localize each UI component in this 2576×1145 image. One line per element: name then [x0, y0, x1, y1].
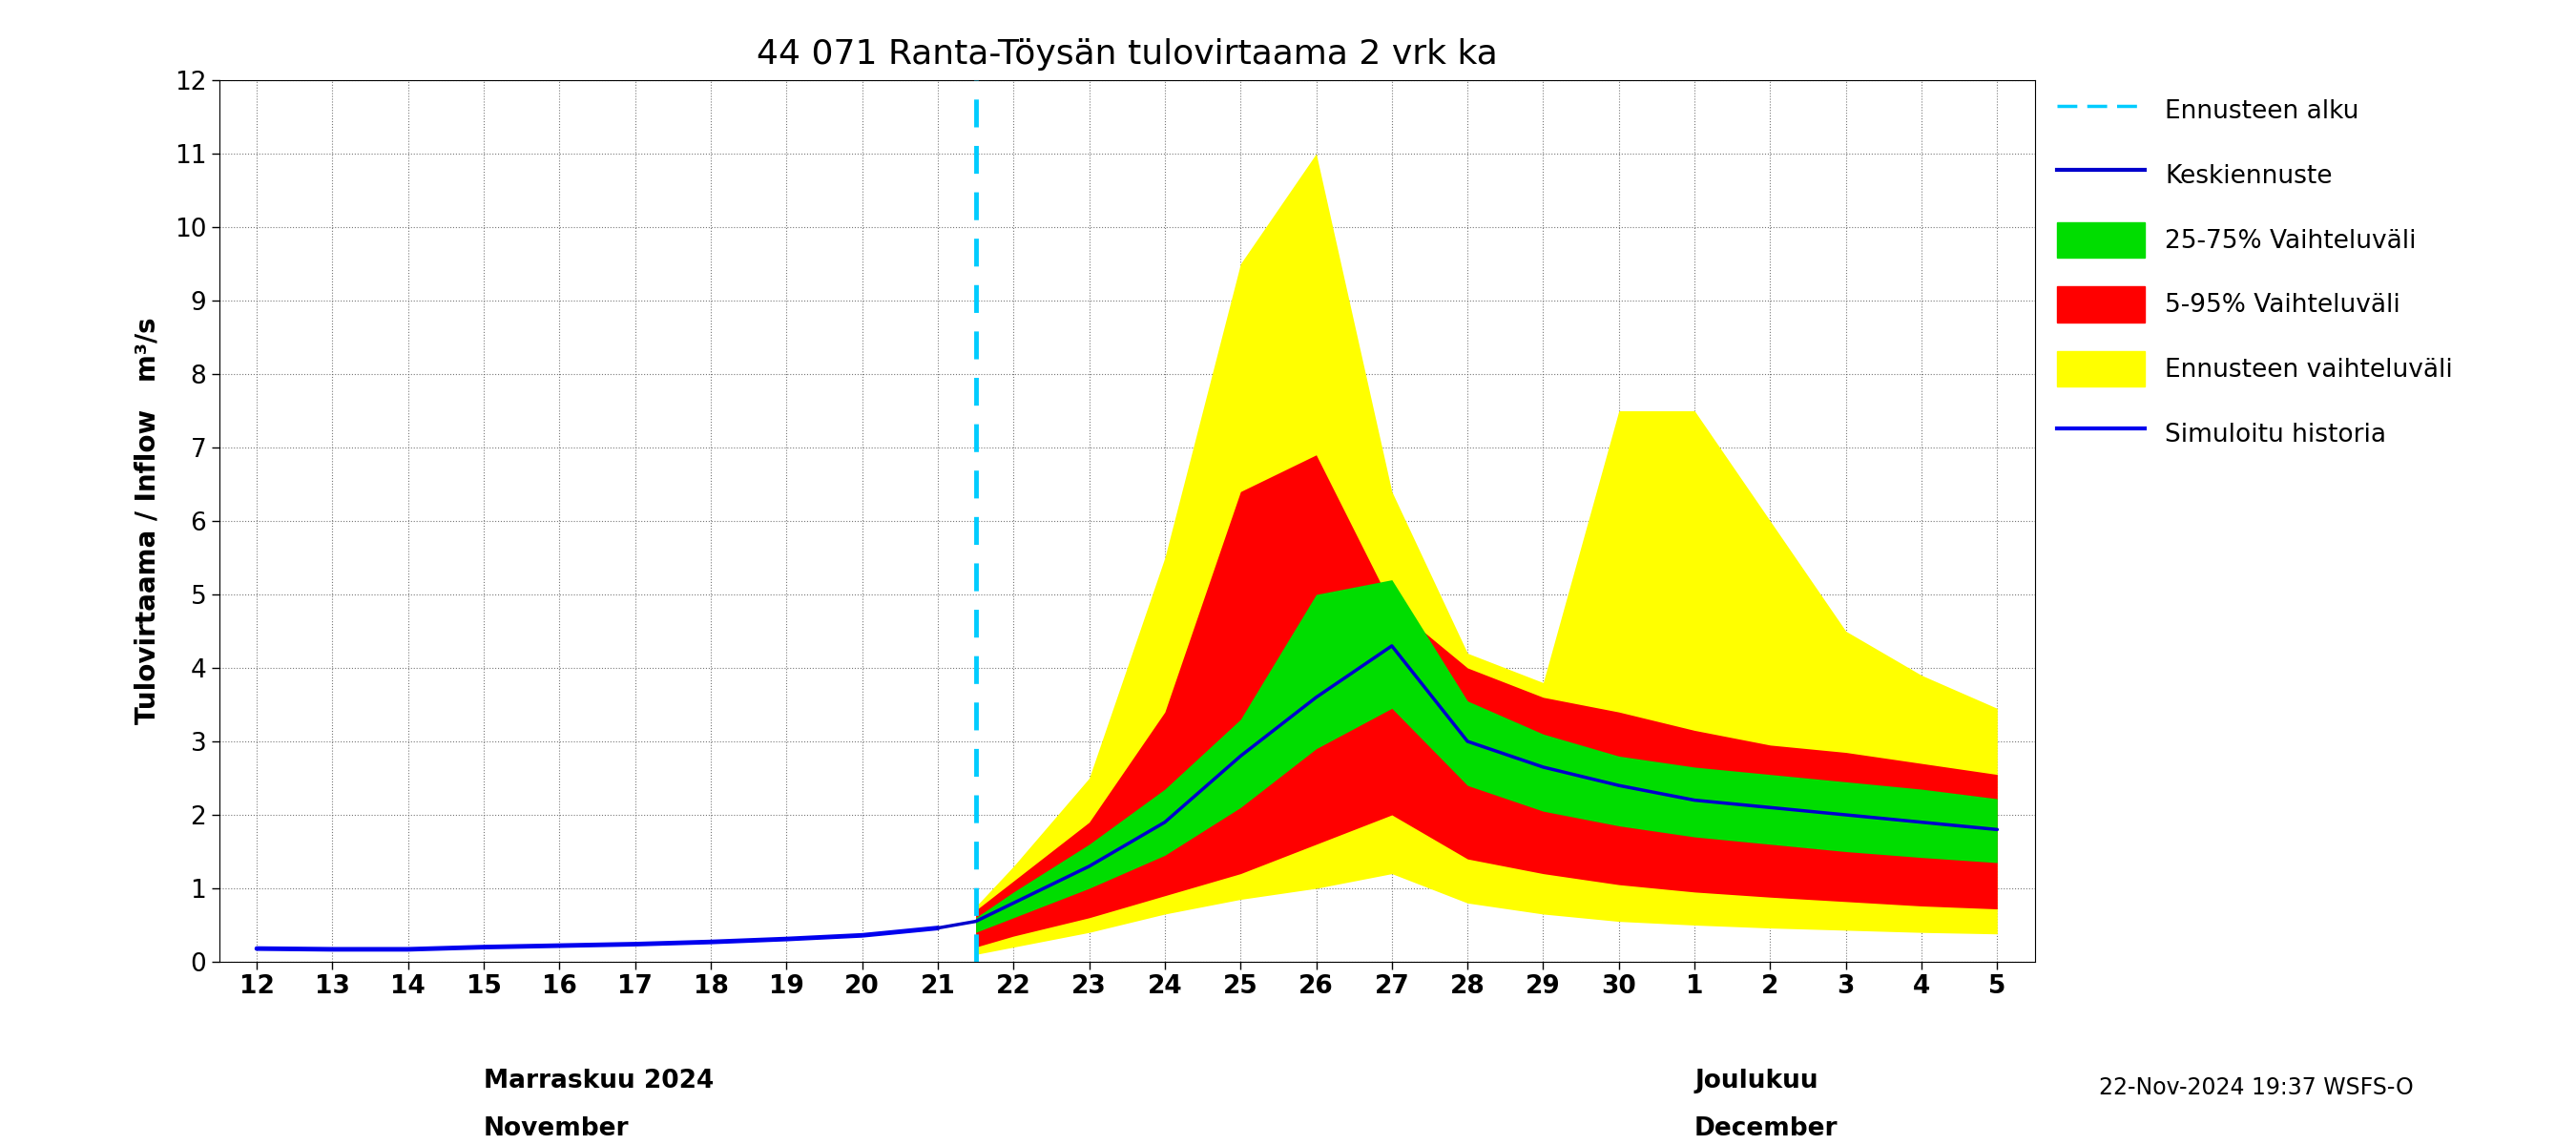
Text: 22-Nov-2024 19:37 WSFS-O: 22-Nov-2024 19:37 WSFS-O	[2099, 1076, 2414, 1099]
Text: November: November	[484, 1116, 629, 1140]
Legend: Ennusteen alku, Keskiennuste, 25-75% Vaihteluväli, 5-95% Vaihteluväli, Ennusteen: Ennusteen alku, Keskiennuste, 25-75% Vai…	[2056, 93, 2452, 451]
Text: December: December	[1695, 1116, 1839, 1140]
Title: 44 071 Ranta-Töysän tulovirtaama 2 vrk ka: 44 071 Ranta-Töysän tulovirtaama 2 vrk k…	[757, 39, 1497, 71]
Text: Joulukuu: Joulukuu	[1695, 1068, 1819, 1093]
Y-axis label: Tulovirtaama / Inflow   m³/s: Tulovirtaama / Inflow m³/s	[134, 317, 162, 725]
Text: Marraskuu 2024: Marraskuu 2024	[484, 1068, 714, 1093]
